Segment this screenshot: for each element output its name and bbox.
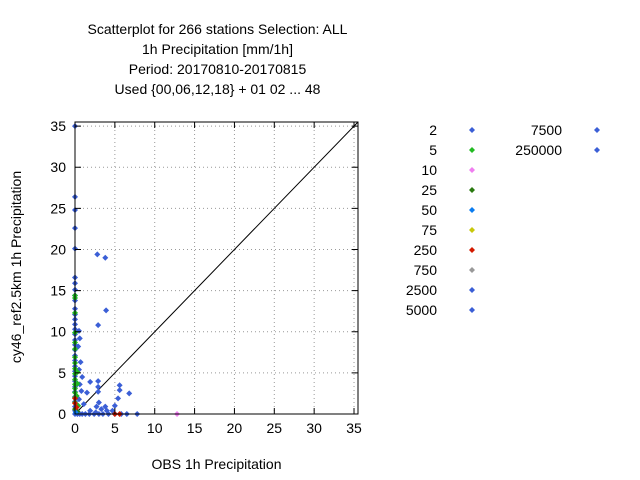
legend-label: 250 [414, 242, 438, 258]
legend-marker-25 [469, 187, 475, 193]
legend-marker-5000 [469, 307, 475, 313]
data-point-2 [115, 395, 122, 402]
legend-label: 7500 [531, 122, 562, 138]
legend-label: 10 [421, 162, 437, 178]
y-tick-label: 5 [58, 365, 66, 381]
legend-marker-250000 [594, 147, 600, 153]
y-axis-label: cy46_ref2.5km 1h Precipitation [8, 170, 24, 364]
legend-label: 2 [429, 122, 437, 138]
x-tick-label: 10 [147, 420, 163, 436]
axis-ticks: 0 5 10 15 20 25 30 35 0 5 10 15 20 25 30 35 [50, 118, 362, 436]
chart-title-line-3: Period: 20170810-20170815 [128, 61, 307, 77]
legend-marker-750 [469, 267, 475, 273]
y-tick-label: 15 [50, 283, 66, 299]
diagonal-reference-line [74, 121, 359, 415]
chart-title-line-1: Scatterplot for 266 stations Selection: … [87, 21, 348, 37]
y-tick-label: 25 [50, 200, 66, 216]
data-point-2 [94, 251, 101, 258]
legend-label: 250000 [515, 142, 562, 158]
y-tick-label: 30 [50, 159, 66, 175]
data-point-2 [111, 402, 118, 409]
x-tick-label: 15 [187, 420, 203, 436]
data-point-2 [103, 307, 110, 314]
data-point-2 [87, 378, 94, 385]
y-tick-label: 35 [50, 118, 66, 134]
data-point-2 [79, 373, 86, 380]
y-tick-label: 0 [58, 406, 66, 422]
data-point-2 [95, 322, 102, 329]
legend-marker-50 [469, 207, 475, 213]
data-point-2 [116, 382, 123, 389]
legend-marker-10 [469, 167, 475, 173]
data-point-2 [87, 407, 94, 414]
x-tick-label: 5 [111, 420, 119, 436]
x-axis-label: OBS 1h Precipitation [151, 456, 282, 472]
x-tick-label: 30 [306, 420, 322, 436]
data-point-2 [98, 406, 105, 413]
plot-frame [74, 121, 359, 415]
x-tick-label: 0 [71, 420, 79, 436]
legend-label: 50 [421, 202, 437, 218]
legend-marker-2 [469, 127, 475, 133]
data-point-2 [116, 387, 123, 394]
data-point-2 [95, 399, 102, 406]
x-tick-label: 25 [267, 420, 283, 436]
data-point-2 [76, 335, 83, 342]
data-point-5 [74, 369, 81, 376]
data-point-2 [83, 389, 90, 396]
legend-label: 750 [414, 262, 438, 278]
y-tick-label: 10 [50, 324, 66, 340]
data-point-2 [77, 359, 84, 366]
data-point-2 [78, 387, 85, 394]
legend-label: 5 [429, 142, 437, 158]
legend-label: 25 [421, 182, 437, 198]
chart-title-line-4: Used {00,06,12,18} + 01 02 ... 48 [114, 81, 321, 97]
data-point-2 [102, 254, 109, 261]
legend-marker-7500 [594, 127, 600, 133]
legend-marker-5 [469, 147, 475, 153]
legend-label: 75 [421, 222, 437, 238]
data-point-5 [74, 380, 81, 387]
y-tick-label: 20 [50, 241, 66, 257]
legend-label: 2500 [406, 282, 437, 298]
grid-lines [75, 122, 358, 414]
x-tick-label: 35 [346, 420, 362, 436]
x-tick-label: 20 [227, 420, 243, 436]
data-point-2 [80, 401, 87, 408]
legend-marker-2500 [469, 287, 475, 293]
data-point-2 [103, 407, 110, 414]
data-point-2 [95, 378, 102, 385]
data-point-2 [95, 383, 102, 390]
chart-title-line-2: 1h Precipitation [mm/1h] [142, 41, 293, 57]
legend-label: 5000 [406, 302, 437, 318]
data-point-2 [95, 388, 102, 395]
data-point-2 [126, 390, 133, 397]
data-point-2 [93, 403, 100, 410]
legend-marker-75 [469, 227, 475, 233]
legend-marker-250 [469, 247, 475, 253]
diagonal-line [74, 121, 359, 415]
